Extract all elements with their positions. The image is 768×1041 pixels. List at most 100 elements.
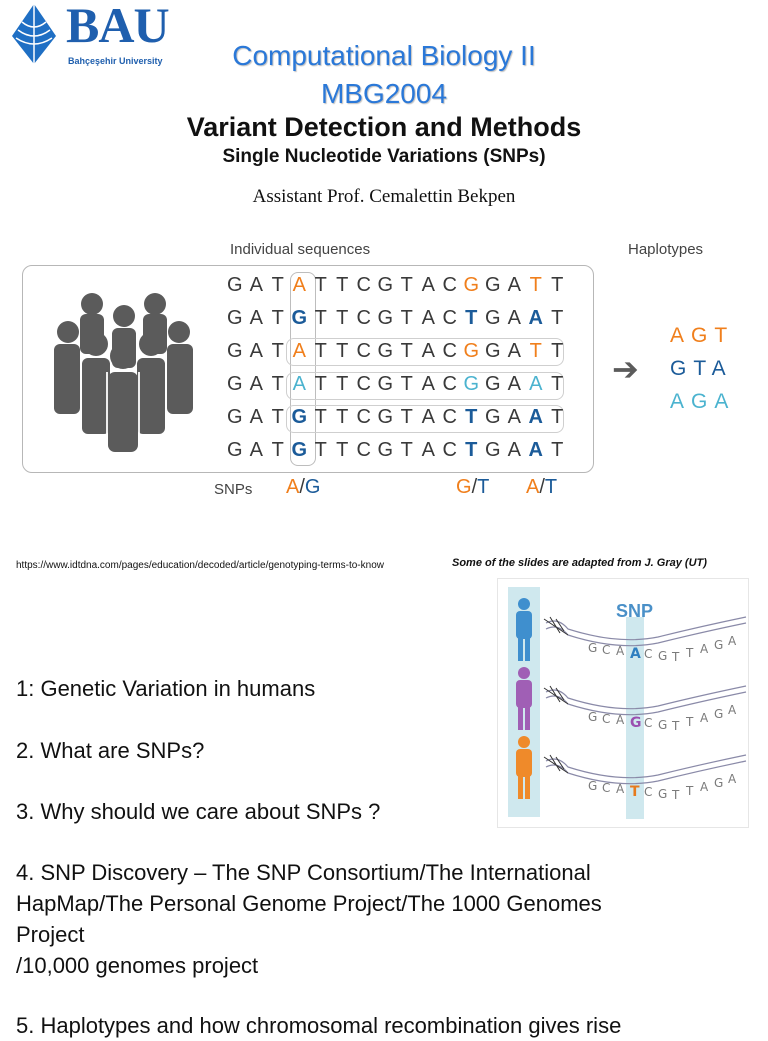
dna-base: C [644,647,654,661]
people-group-icon [54,293,193,452]
outline-item-4-line-3: Project [16,922,85,947]
nucleotide: G [377,307,394,329]
nucleotide: C [442,406,457,428]
snp-column-band [626,617,644,819]
snp-2-slash: / [471,476,478,498]
dna-base: A [728,772,738,786]
nucleotide: G [291,307,308,329]
bau-emblem-icon [12,4,56,64]
haplotype-3: AGA [670,390,736,413]
nucleotide: T [336,274,349,296]
dna-base: A [700,711,710,725]
dna-base: A [616,782,626,796]
nucleotide: G [226,274,243,296]
nucleotide: T [271,373,284,395]
dna-base: T [672,788,681,802]
snp-base: A [630,645,642,662]
nucleotide: G [484,406,501,428]
nucleotide: A [249,274,263,296]
nucleotide: T [400,340,413,362]
dna-base: G [658,786,669,801]
nucleotide: A [507,373,521,395]
nucleotide: G [226,406,243,428]
nucleotide: A [421,274,435,296]
author: Assistant Prof. Cemalettin Bekpen [252,186,516,207]
dna-base: T [686,784,695,798]
nucleotide: A [507,340,521,362]
nucleotide: T [336,340,349,362]
dna-base: C [602,711,612,726]
nucleotide: T [551,439,564,461]
nucleotide: A [421,439,435,461]
nucleotide: T [400,439,413,461]
logo-university: Bahçeşehir University [68,56,163,66]
haplotype-2: GTA [670,357,733,380]
nucleotide: C [356,340,371,362]
dna-base: G [588,710,599,724]
nucleotide: A [249,439,263,461]
nucleotide: T [314,439,327,461]
nucleotide: C [356,274,371,296]
nucleotide: A [421,340,435,362]
dna-base: C [602,780,612,795]
course-code: MBG2004 [320,78,448,109]
dna-base: A [728,634,738,648]
nucleotide: A [528,406,543,428]
nucleotide: A [421,406,435,428]
nucleotide: G [484,307,501,329]
nucleotide: T [400,406,413,428]
nucleotide: G [377,340,394,362]
arrow-icon: ➔ [612,351,639,387]
nucleotide: T [551,340,564,362]
nucleotide: T [400,373,413,395]
person-purple-icon [516,667,532,730]
haplotypes-label: Haplotypes [628,241,704,258]
dna-base: T [686,646,695,660]
nucleotide: T [336,307,349,329]
nucleotide: G [226,307,243,329]
nucleotide: G [463,373,480,395]
snp-title: SNP [616,601,654,621]
snp-3: A/T [526,476,557,499]
nucleotide: T [314,307,327,329]
nucleotide: A [529,373,543,395]
snp-3-allele-b: T [544,476,558,498]
nucleotide: G [291,439,308,461]
dna-base: A [728,703,738,717]
nucleotide: G [226,439,243,461]
nucleotide: T [465,307,478,329]
nucleotide: T [271,406,284,428]
outline-item-4-line-4: /10,000 genomes project [16,953,259,978]
snp-column-box [290,272,316,466]
nucleotide: T [314,373,327,395]
dna-base: C [644,716,654,730]
slide-subtitle: Single Nucleotide Variations (SNPs) [222,146,546,167]
nucleotide: G [377,274,394,296]
nucleotide: A [292,373,306,395]
nucleotide: A [421,373,435,395]
nucleotide: G [226,340,243,362]
haplotype-1: AGT [670,324,735,347]
nucleotide: T [551,274,564,296]
dna-base: G [714,707,725,721]
nucleotide: A [249,373,263,395]
nucleotide: T [400,274,413,296]
dna-base: C [644,785,654,799]
dna-base: G [588,641,599,655]
outline-item-1: 1: Genetic Variation in humans [16,676,316,701]
nucleotide: C [356,406,371,428]
snp-1-allele-a: A [286,476,300,498]
nucleotide: A [249,406,263,428]
nucleotide: T [551,307,564,329]
dna-base: A [616,713,626,727]
nucleotide: T [465,439,478,461]
nucleotide: A [507,307,521,329]
nucleotide: T [336,439,349,461]
snp-1-slash: / [299,476,305,498]
nucleotide: A [421,307,435,329]
